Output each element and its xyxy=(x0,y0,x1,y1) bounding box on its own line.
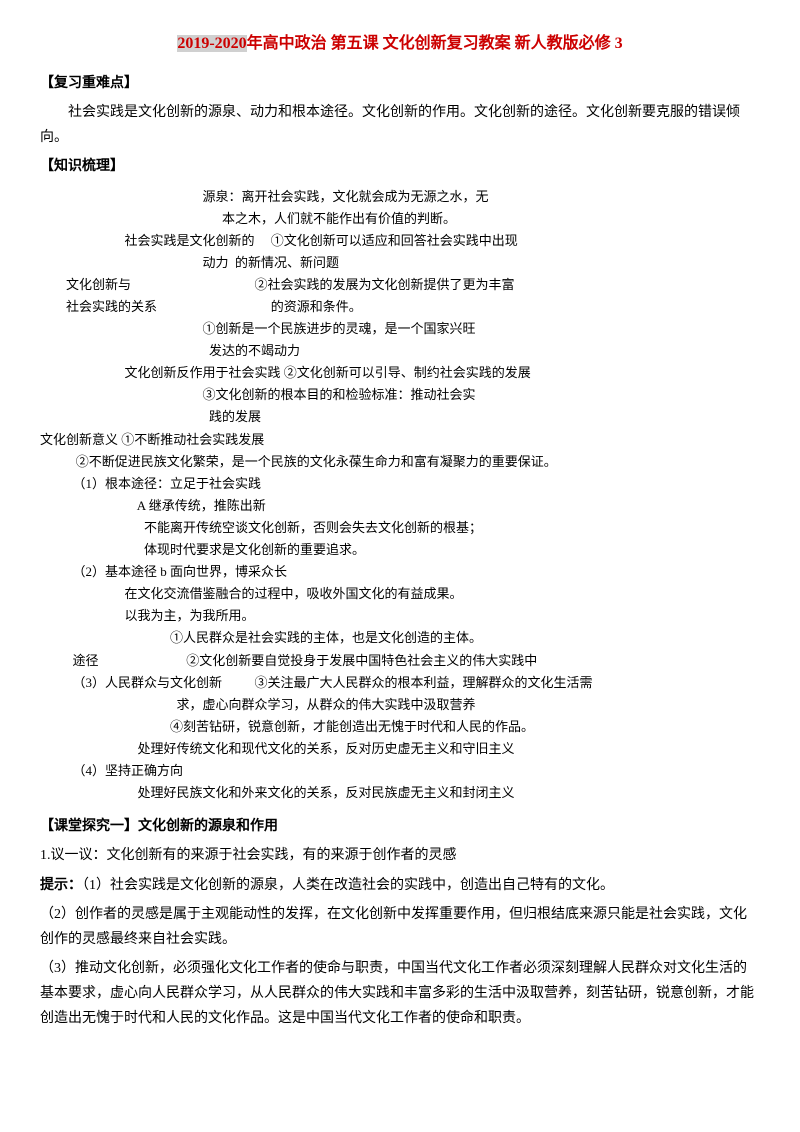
outline-line: ①创新是一个民族进步的灵魂，是一个国家兴旺 xyxy=(40,318,760,340)
knowledge-header: 【知识梳理】 xyxy=(40,154,760,179)
outline-line: 文化创新意义 ①不断推动社会实践发展 xyxy=(40,429,760,451)
inquiry-header: 【课堂探究一】文化创新的源泉和作用 xyxy=(40,814,760,839)
answer-text: （1）社会实践是文化创新的源泉，人类在改造社会的实践中，创造出自己特有的文化。 xyxy=(82,878,614,893)
outline-line: 践的发展 xyxy=(40,406,760,428)
review-body: 社会实践是文化创新的源泉、动力和根本途径。文化创新的作用。文化创新的途径。文化创… xyxy=(40,100,760,150)
outline-line: 发达的不竭动力 xyxy=(40,340,760,362)
outline-line: A 继承传统，推陈出新 xyxy=(40,495,760,517)
outline-line: （2）基本途径 b 面向世界，博采众长 xyxy=(40,561,760,583)
outline-line: 不能离开传统空谈文化创新，否则会失去文化创新的根基； xyxy=(40,517,760,539)
outline-line: 文化创新与 ②社会实践的发展为文化创新提供了更为丰富 xyxy=(40,274,760,296)
outline-line: 处理好民族文化和外来文化的关系，反对民族虚无主义和封闭主义 xyxy=(40,782,760,804)
outline-line: 体现时代要求是文化创新的重要追求。 xyxy=(40,539,760,561)
outline-line: 源泉：离开社会实践，文化就会成为无源之水，无 xyxy=(40,186,760,208)
outline-line: 途径 ②文化创新要自觉投身于发展中国特色社会主义的伟大实践中 xyxy=(40,650,760,672)
outline-line: （3）人民群众与文化创新 ③关注最广大人民群众的根本利益，理解群众的文化生活需 xyxy=(40,672,760,694)
inquiry-answer-3: （3）推动文化创新，必须强化文化工作者的使命与职责，中国当代文化工作者必须深刻理… xyxy=(40,956,760,1032)
title-rest: 年高中政治 第五课 文化创新复习教案 新人教版必修 3 xyxy=(247,35,623,52)
outline-line: 处理好传统文化和现代文化的关系，反对历史虚无主义和守旧主义 xyxy=(40,738,760,760)
outline-line: ④刻苦钻研，锐意创新，才能创造出无愧于时代和人民的作品。 xyxy=(40,716,760,738)
outline-line: ③文化创新的根本目的和检验标准：推动社会实 xyxy=(40,384,760,406)
outline-line: ②不断促进民族文化繁荣，是一个民族的文化永葆生命力和富有凝聚力的重要保证。 xyxy=(40,451,760,473)
outline-line: 以我为主，为我所用。 xyxy=(40,605,760,627)
outline-line: ①人民群众是社会实践的主体，也是文化创造的主体。 xyxy=(40,627,760,649)
outline-line: 社会实践是文化创新的 ①文化创新可以适应和回答社会实践中出现 xyxy=(40,230,760,252)
outline-line: 动力 的新情况、新问题 xyxy=(40,252,760,274)
outline-line: 在文化交流借鉴融合的过程中，吸收外国文化的有益成果。 xyxy=(40,583,760,605)
inquiry-answer-1: 提示：（1）社会实践是文化创新的源泉，人类在改造社会的实践中，创造出自己特有的文… xyxy=(40,873,760,898)
answer-label: 提示： xyxy=(40,878,82,893)
inquiry-answer-2: （2）创作者的灵感是属于主观能动性的发挥，在文化创新中发挥重要作用，但归根结底来… xyxy=(40,902,760,952)
document-title: 2019-2020年高中政治 第五课 文化创新复习教案 新人教版必修 3 xyxy=(40,30,760,59)
outline-line: 文化创新反作用于社会实践 ②文化创新可以引导、制约社会实践的发展 xyxy=(40,362,760,384)
outline-line: （4）坚持正确方向 xyxy=(40,760,760,782)
outline-line: 求，虚心向群众学习，从群众的伟大实践中汲取营养 xyxy=(40,694,760,716)
review-header: 【复习重难点】 xyxy=(40,71,760,96)
knowledge-outline: 源泉：离开社会实践，文化就会成为无源之水，无 本之木，人们就不能作出有价值的判断… xyxy=(40,186,760,805)
title-year: 2019-2020 xyxy=(177,35,246,52)
outline-line: 社会实践的关系 的资源和条件。 xyxy=(40,296,760,318)
outline-line: （1）根本途径：立足于社会实践 xyxy=(40,473,760,495)
inquiry-question: 1.议一议：文化创新有的来源于社会实践，有的来源于创作者的灵感 xyxy=(40,843,760,868)
outline-line: 本之木，人们就不能作出有价值的判断。 xyxy=(40,208,760,230)
